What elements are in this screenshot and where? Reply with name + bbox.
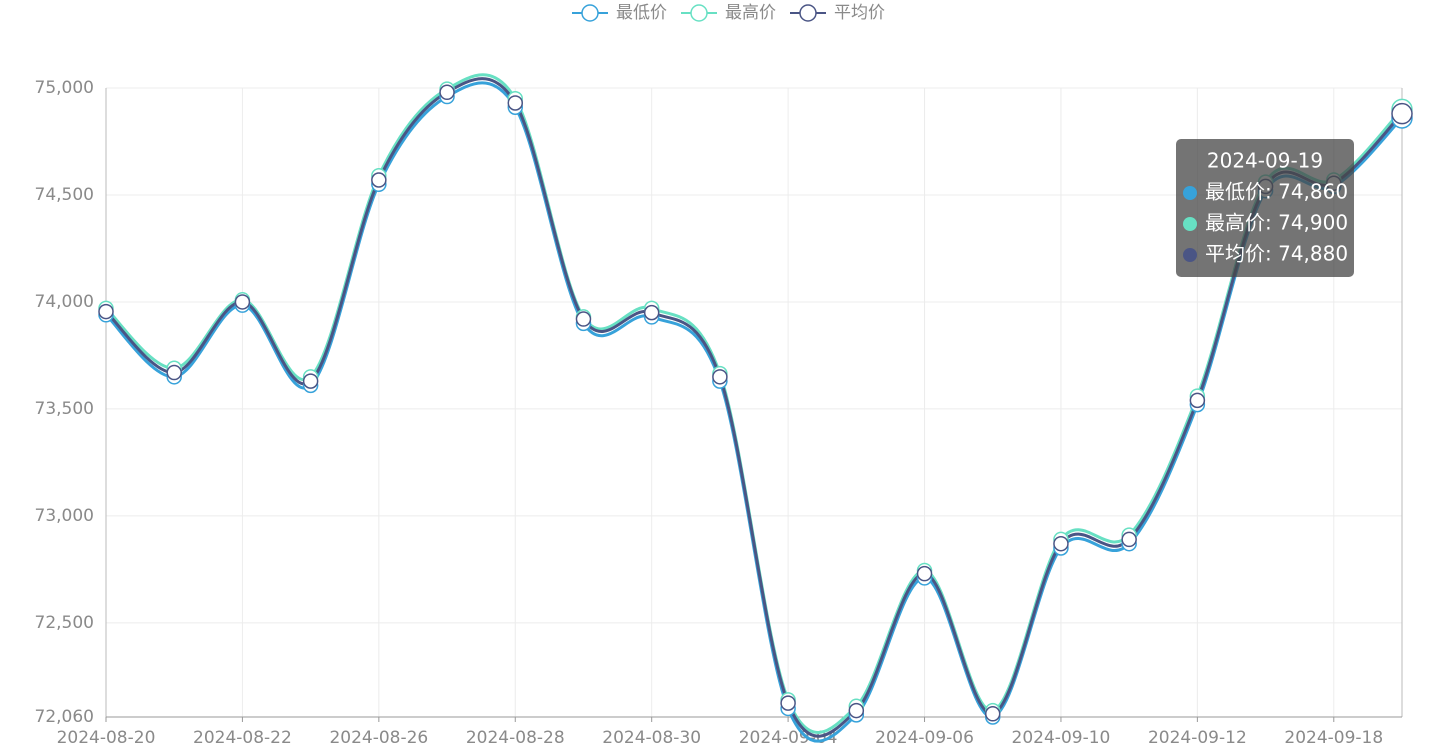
legend-icon (799, 4, 817, 22)
data-point (234, 294, 251, 310)
tooltip-dot (1183, 248, 1197, 262)
tooltip-item: 最低价: 74,860 (1205, 180, 1348, 204)
data-point (916, 565, 933, 582)
legend-label: 最低价 (616, 3, 667, 23)
y-tick-label: 74,000 (35, 292, 94, 312)
x-tick-label: 2024-09-10 (1012, 728, 1111, 748)
legend-label: 平均价 (834, 3, 885, 23)
data-point (302, 373, 319, 389)
tooltip-title: 2024-09-19 (1207, 149, 1323, 173)
y-tick-label: 74,500 (35, 185, 94, 205)
y-tick-label: 73,000 (35, 506, 94, 526)
x-tick-label: 2024-09-12 (1148, 728, 1247, 748)
data-point (166, 364, 182, 381)
x-tick-label: 2024-09-18 (1284, 728, 1383, 748)
legend-label: 最高价 (725, 3, 776, 23)
data-point (848, 702, 865, 719)
x-tick-label: 2024-09-06 (875, 728, 974, 748)
x-tick-label: 2024-08-30 (602, 728, 701, 748)
x-tick-label: 2024-08-26 (329, 728, 428, 748)
data-point (712, 369, 728, 385)
legend-icon (581, 4, 599, 22)
data-point (1189, 392, 1206, 409)
tooltip-box (1176, 139, 1354, 277)
tooltip-dot (1183, 217, 1197, 231)
data-point (1121, 531, 1137, 548)
y-tick-label: 72,060 (35, 707, 94, 727)
legend-icon (690, 4, 708, 22)
tooltip: 2024-09-19 最低价: 74,860 最高价: 74,900 平均价: 74,… (1176, 139, 1354, 277)
data-point (643, 304, 660, 321)
data-point (439, 84, 455, 101)
x-tick-label: 2024-08-28 (466, 728, 565, 748)
data-point (575, 311, 592, 327)
data-point (371, 172, 387, 188)
y-tick-label: 72,500 (35, 613, 94, 633)
y-tick-label: 75,000 (35, 78, 94, 98)
data-point (780, 695, 796, 711)
data-point (1391, 102, 1413, 125)
tooltip-dot (1183, 186, 1197, 200)
data-point (98, 303, 114, 320)
tooltip-item: 平均价: 74,880 (1205, 242, 1348, 266)
legend: 最低价 最高价 平均价 (572, 3, 885, 23)
series-line (104, 77, 1404, 738)
data-point (984, 706, 1001, 722)
x-tick-label: 2024-08-22 (193, 728, 292, 748)
y-tick-label: 73,500 (35, 399, 94, 419)
x-tick-label: 2024-08-20 (57, 728, 156, 748)
data-point (507, 95, 524, 111)
data-point (1053, 535, 1069, 552)
tooltip-item: 最高价: 74,900 (1205, 211, 1348, 235)
